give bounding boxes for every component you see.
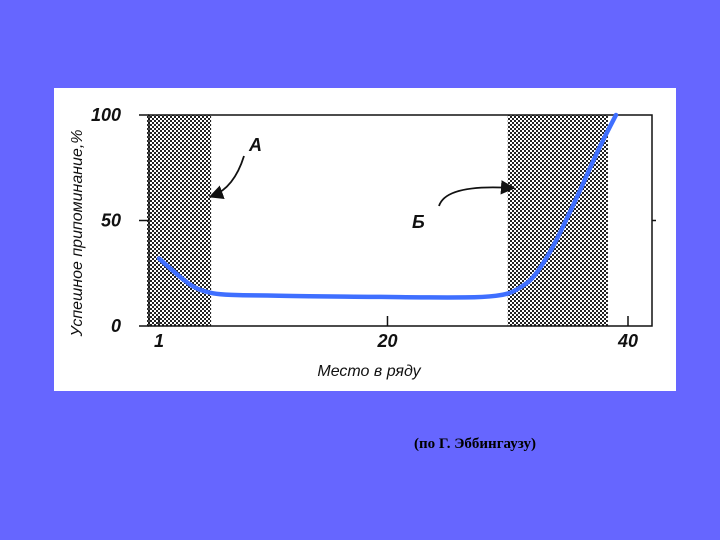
shaded-region-1 <box>147 115 212 326</box>
shaded-region-2 <box>507 115 608 326</box>
caption: (по Г. Эббингаузу) <box>414 436 536 452</box>
y-tick-label: 0 <box>111 316 121 336</box>
x-axis-label: Место в ряду <box>317 363 421 380</box>
annotation-label-a: А <box>248 135 262 155</box>
x-tick-label: 40 <box>617 331 638 351</box>
y-tick-label: 100 <box>91 105 121 125</box>
y-axis-label: Успешное припоминание,% <box>69 129 86 337</box>
series-line-1 <box>156 112 619 300</box>
chart-panel: 0 50 100 1 20 40 А Б Место в ряду Успешное при… <box>54 88 676 391</box>
annotation-label-b: Б <box>412 212 425 232</box>
chart: 0 50 100 1 20 40 А Б Место в ряду Успешное при… <box>69 105 656 380</box>
y-tick-label: 50 <box>101 211 121 231</box>
x-tick-label: 20 <box>376 331 397 351</box>
x-tick-label: 1 <box>154 331 164 351</box>
annotation-arrow-a <box>208 155 245 200</box>
annotation-arrow-b <box>438 180 516 207</box>
